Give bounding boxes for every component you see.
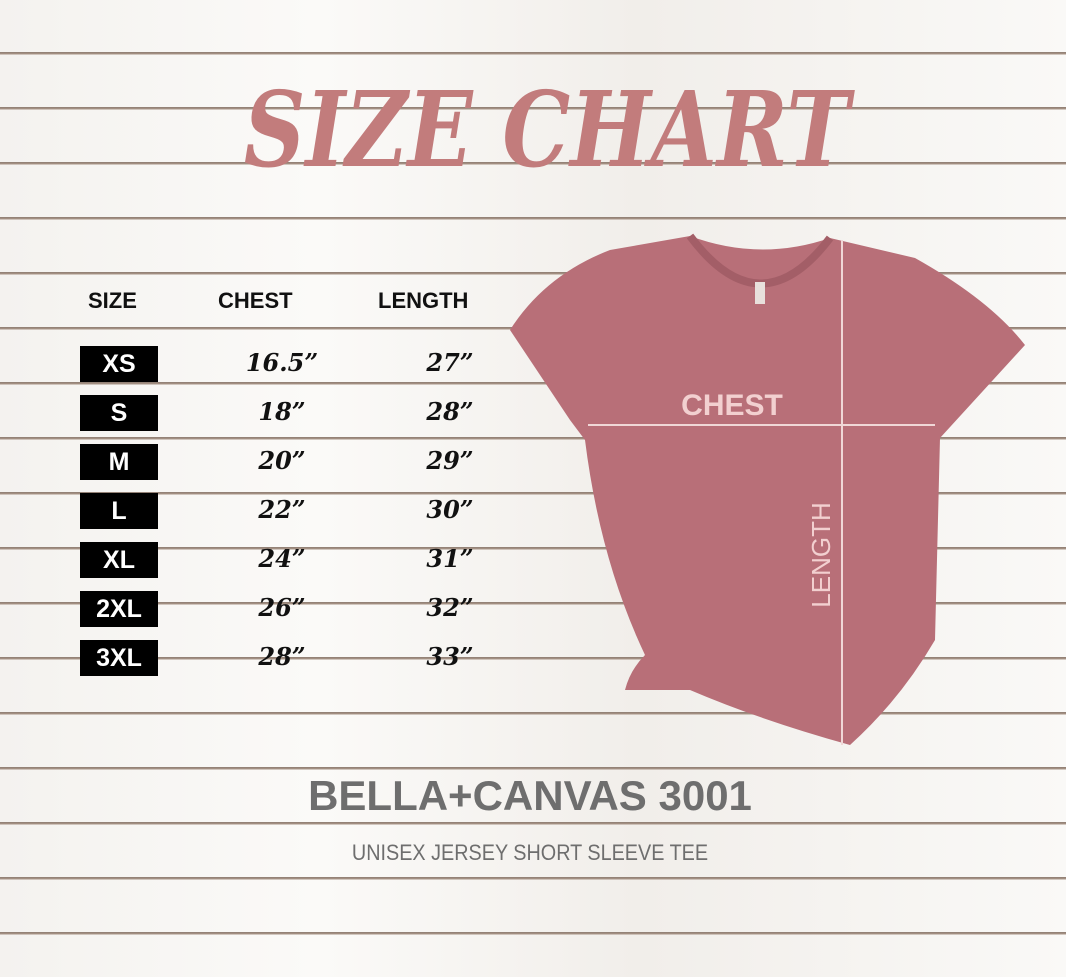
size-badge: XL <box>80 542 158 578</box>
length-value: 32” <box>426 593 474 622</box>
length-value: 31” <box>426 544 474 573</box>
header-chest: CHEST <box>218 288 293 313</box>
size-badge: XS <box>80 346 158 382</box>
size-badge: 3XL <box>80 640 158 676</box>
table-row: L 22” 30” <box>80 493 500 529</box>
chest-value: 16.5” <box>245 348 319 377</box>
header-size: SIZE <box>88 288 137 313</box>
length-label: LENGTH <box>806 502 836 607</box>
chest-value: 28” <box>258 642 306 671</box>
brand-model: BELLA+CANVAS 3001 <box>308 772 752 819</box>
size-badge: S <box>80 395 158 431</box>
chest-value: 18” <box>258 397 306 426</box>
table-row: 3XL 28” 33” <box>80 640 500 676</box>
table-row: XS 16.5” 27” <box>80 346 500 382</box>
tshirt-tag <box>755 282 765 304</box>
length-value: 33” <box>426 642 474 671</box>
chest-value: 22” <box>258 495 306 524</box>
chest-value: 26” <box>258 593 306 622</box>
table-row: S 18” 28” <box>80 395 500 431</box>
table-row: M 20” 29” <box>80 444 500 480</box>
size-badge: 2XL <box>80 591 158 627</box>
table-row: 2XL 26” 32” <box>80 591 500 627</box>
length-value: 29” <box>426 446 474 475</box>
length-value: 28” <box>426 397 474 426</box>
tshirt-shape <box>510 236 1025 745</box>
length-value: 30” <box>426 495 474 524</box>
length-value: 27” <box>426 348 474 377</box>
chest-value: 24” <box>258 544 306 573</box>
table-row: XL 24” 31” <box>80 542 500 578</box>
page-title: SIZE CHART <box>243 68 850 191</box>
chest-value: 20” <box>258 446 306 475</box>
chest-label: CHEST <box>681 389 783 422</box>
size-badge: M <box>80 444 158 480</box>
size-badge: L <box>80 493 158 529</box>
header-length: LENGTH <box>378 288 469 313</box>
product-subtitle: UNISEX JERSEY SHORT SLEEVE TEE <box>351 840 709 865</box>
